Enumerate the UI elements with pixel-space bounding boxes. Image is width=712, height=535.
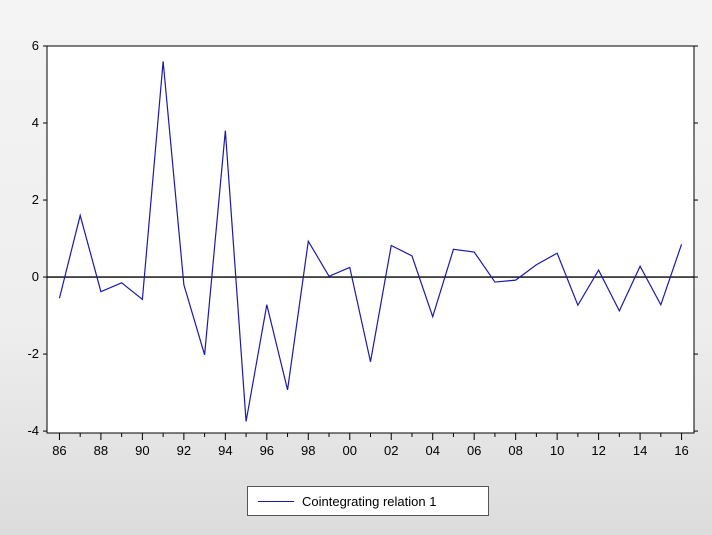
legend-label: Cointegrating relation 1 <box>302 493 437 509</box>
y-tick-label: -4 <box>27 423 39 438</box>
y-tick-label: 6 <box>32 38 39 53</box>
x-tick-label: 96 <box>260 443 274 458</box>
x-tick-label: 16 <box>674 443 688 458</box>
x-tick-label: 02 <box>384 443 398 458</box>
y-tick-label: 0 <box>32 269 39 284</box>
x-tick-label: 92 <box>177 443 191 458</box>
y-tick-label: 4 <box>32 115 39 130</box>
x-tick-label: 00 <box>343 443 357 458</box>
x-tick-label: 06 <box>467 443 481 458</box>
x-tick-label: 86 <box>52 443 66 458</box>
legend: Cointegrating relation 1 <box>247 486 489 516</box>
x-tick-label: 98 <box>301 443 315 458</box>
y-tick-label: -2 <box>27 346 39 361</box>
x-tick-label: 14 <box>633 443 647 458</box>
y-tick-label: 2 <box>32 192 39 207</box>
x-tick-label: 90 <box>135 443 149 458</box>
x-tick-label: 94 <box>218 443 232 458</box>
x-tick-label: 88 <box>94 443 108 458</box>
series-line <box>58 61 683 422</box>
x-tick-label: 10 <box>550 443 564 458</box>
plot-area <box>46 45 695 434</box>
legend-line-swatch <box>258 500 294 502</box>
x-tick-label: 12 <box>591 443 605 458</box>
x-tick-label: 04 <box>425 443 439 458</box>
x-tick-label: 08 <box>508 443 522 458</box>
